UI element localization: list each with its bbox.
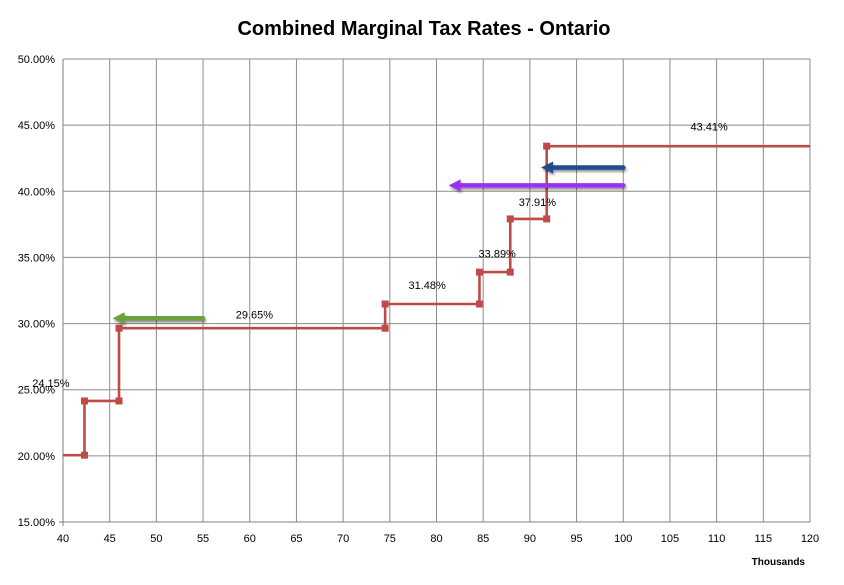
y-tick-label: 35.00% — [18, 252, 56, 264]
y-tick-label: 45.00% — [18, 120, 56, 132]
data-point-marker — [115, 397, 123, 405]
data-point-marker — [381, 324, 389, 332]
x-tick-label: 110 — [708, 533, 726, 545]
annotation-arrow — [448, 179, 626, 192]
data-label: 29.65% — [236, 309, 274, 321]
x-tick-label: 60 — [244, 533, 256, 545]
y-tick-label: 20.00% — [18, 451, 56, 463]
y-tick-label: 30.00% — [18, 319, 56, 331]
tax-rate-series-line — [63, 144, 810, 457]
x-axis-units-label: Thousands — [752, 557, 806, 568]
data-point-marker — [506, 268, 514, 276]
x-tick-label: 55 — [197, 533, 209, 545]
annotation-arrow-head — [541, 161, 554, 174]
x-tick-label: 115 — [755, 533, 773, 545]
annotation-arrow — [541, 161, 626, 174]
x-tick-label: 80 — [430, 533, 442, 545]
annotation-arrow-head — [448, 179, 461, 192]
data-point-marker — [475, 300, 483, 308]
x-tick-label: 65 — [290, 533, 302, 545]
chart-title: Combined Marginal Tax Rates - Ontario — [237, 18, 610, 40]
data-point-marker — [80, 397, 88, 405]
x-tick-label: 70 — [337, 533, 349, 545]
data-point-marker — [543, 142, 551, 150]
x-tick-label: 75 — [384, 533, 396, 545]
x-tick-label: 95 — [570, 533, 582, 545]
data-point-marker — [475, 268, 483, 276]
data-point-marker — [80, 451, 88, 459]
data-label: 31.48% — [409, 280, 447, 292]
annotation-arrow — [112, 312, 206, 325]
x-tick-label: 105 — [661, 533, 679, 545]
y-tick-label: 15.00% — [18, 517, 56, 529]
data-label: 24.15% — [32, 378, 70, 390]
x-tick-label: 45 — [104, 533, 116, 545]
x-tick-label: 90 — [524, 533, 536, 545]
x-tick-label: 85 — [477, 533, 489, 545]
data-label: 33.89% — [479, 248, 517, 260]
y-tick-label: 40.00% — [18, 186, 56, 198]
data-point-marker — [506, 215, 514, 223]
data-label: 43.41% — [690, 121, 728, 133]
y-tick-label: 25.00% — [18, 385, 56, 397]
plot-area: 40 45 50 55 60 65 70 75 80 85 90 95 100 105 110 115 120 1… — [18, 54, 819, 545]
y-tick-label: 50.00% — [18, 54, 56, 66]
x-tick-label: 120 — [801, 533, 819, 545]
x-tick-label: 50 — [150, 533, 162, 545]
data-label: 37.91% — [519, 197, 557, 209]
data-point-marker — [543, 215, 551, 223]
annotation-arrow-head — [112, 312, 125, 325]
data-point-marker — [115, 324, 123, 332]
data-point-marker — [381, 300, 389, 308]
x-tick-label: 100 — [614, 533, 632, 545]
x-tick-label: 40 — [57, 533, 69, 545]
